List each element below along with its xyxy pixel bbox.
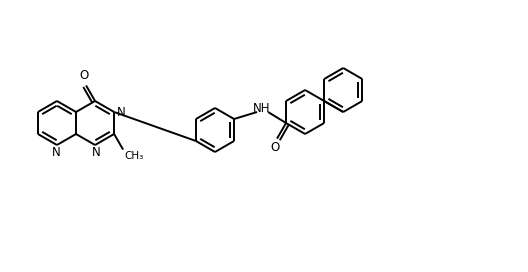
- Text: O: O: [79, 69, 89, 82]
- Text: NH: NH: [253, 103, 271, 116]
- Text: N: N: [92, 146, 100, 159]
- Text: CH₃: CH₃: [124, 151, 144, 160]
- Text: O: O: [270, 141, 280, 154]
- Text: N: N: [117, 106, 126, 119]
- Text: N: N: [52, 146, 60, 159]
